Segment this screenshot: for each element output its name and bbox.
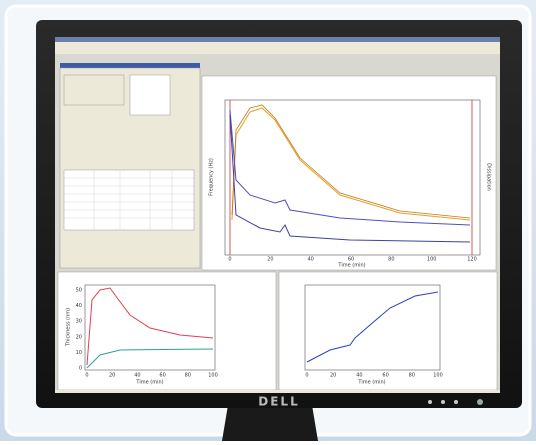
y2-axis-label: Dissipation [486, 163, 492, 191]
curve [306, 291, 439, 363]
button [441, 400, 445, 404]
tick-label: 0 [305, 373, 308, 379]
tick-label: 100 [208, 373, 218, 379]
tick-label: 100 [433, 373, 443, 379]
stand [222, 405, 318, 441]
curve [229, 114, 471, 243]
table [63, 169, 195, 231]
title-bar [55, 37, 500, 42]
x-axis-label: Time (min) [357, 380, 385, 386]
menu-toolbar [55, 42, 500, 54]
ticks: 0 20 40 60 80 100 0 10 20 30 40 50 [76, 288, 218, 379]
y-axis-label: Frequency (Hz) [209, 158, 215, 196]
curve [86, 348, 214, 369]
tick-label: 30 [76, 319, 82, 325]
curve [229, 109, 471, 226]
button [428, 400, 432, 404]
table-lines [64, 170, 194, 230]
tick-label: 60 [382, 373, 388, 379]
tick-label: 80 [185, 373, 191, 379]
y-axis-label: Thickness (nm) [66, 308, 72, 347]
tick-label: 80 [388, 257, 394, 263]
group-box [63, 74, 125, 106]
tick-label: 40 [76, 303, 82, 309]
ticks: 0 20 40 60 80 100 [305, 373, 442, 379]
plot-area [304, 284, 441, 371]
tick-label: 60 [348, 257, 354, 263]
tick-label: 50 [76, 288, 82, 294]
tick-label: 20 [76, 334, 82, 340]
x-axis-label: Time (min) [135, 380, 163, 386]
brand-logo: DELL [258, 395, 299, 409]
tick-label: 0 [85, 373, 88, 379]
tick-label: 20 [267, 257, 273, 263]
tick-label: 0 [79, 366, 82, 372]
status-bar [55, 390, 500, 393]
x-ticks: 0 20 40 60 80 100 120 [228, 257, 476, 263]
tick-label: 0 [228, 257, 231, 263]
tick-label: 40 [356, 373, 362, 379]
tick-label: 80 [409, 373, 415, 379]
tick-label: 10 [76, 350, 82, 356]
x-axis-label: Time (min) [337, 263, 365, 269]
power-button [477, 399, 483, 405]
list-box [129, 74, 171, 116]
curve [231, 107, 471, 221]
tick-label: 120 [467, 257, 477, 263]
button [454, 400, 458, 404]
curve [231, 104, 471, 219]
tick-label: 20 [330, 373, 336, 379]
window-title [60, 63, 200, 68]
main-plot-area [224, 99, 481, 256]
tick-label: 100 [427, 257, 437, 263]
tick-label: 40 [134, 373, 140, 379]
tick-label: 20 [109, 373, 115, 379]
curve [86, 287, 214, 366]
tick-label: 40 [307, 257, 313, 263]
tick-label: 60 [159, 373, 165, 379]
